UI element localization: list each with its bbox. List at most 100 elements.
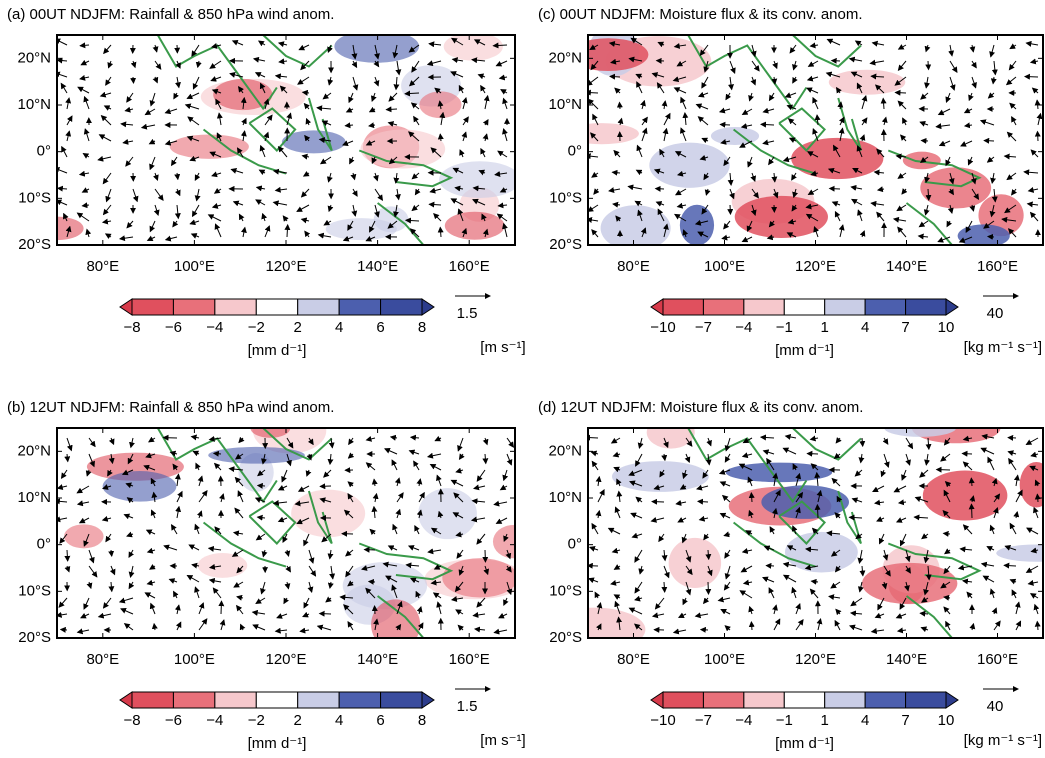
wind-vector	[894, 89, 907, 96]
wind-vector	[724, 453, 731, 463]
wind-vector	[849, 610, 863, 617]
wind-vector	[659, 148, 665, 158]
wind-vector	[319, 497, 332, 504]
wind-vector	[835, 437, 842, 444]
colorbar-label: −8	[123, 319, 140, 336]
wind-vector	[897, 100, 907, 110]
wind-vector	[148, 436, 156, 443]
lon-label: 80°E	[617, 258, 650, 275]
wind-vector	[234, 453, 244, 460]
wind-vector	[899, 533, 907, 547]
wind-vector	[191, 204, 200, 218]
wind-vector	[437, 100, 444, 110]
wind-vector	[812, 128, 819, 142]
colorbar-segment	[743, 298, 785, 316]
wind-vector	[874, 499, 885, 506]
wind-vector	[281, 469, 288, 483]
wind-vector	[473, 626, 486, 633]
wind-vector	[325, 596, 332, 603]
wind-vector	[699, 44, 709, 56]
wind-vector	[835, 608, 842, 616]
wind-vector	[694, 612, 709, 619]
colorbar-label: −8	[123, 712, 140, 729]
coastline	[887, 149, 982, 188]
coastline	[262, 428, 333, 461]
wind-vector	[746, 220, 753, 233]
wind-vector	[937, 236, 951, 243]
wind-vector	[610, 437, 621, 444]
lon-label: 120°E	[795, 258, 836, 275]
wind-vector	[661, 549, 668, 562]
anomaly-region	[371, 599, 421, 638]
wind-vector	[472, 185, 486, 192]
lat-label: 0°	[568, 143, 582, 160]
wind-vector	[924, 44, 931, 53]
wind-vector	[759, 434, 775, 441]
wind-vector	[1029, 211, 1039, 222]
wind-vector	[768, 92, 775, 102]
wind-vector	[175, 505, 182, 519]
wind-vector	[476, 533, 486, 545]
wind-vector	[319, 156, 332, 165]
wind-vector	[396, 600, 403, 615]
wind-vector	[653, 484, 665, 491]
wind-vector	[782, 447, 797, 455]
wind-vector	[827, 167, 841, 174]
colorbar-label: 6	[376, 712, 384, 729]
wind-vector	[635, 453, 643, 467]
wind-vector	[154, 60, 162, 70]
wind-vector	[613, 564, 621, 570]
wind-vector	[834, 619, 841, 631]
wind-vector	[305, 117, 312, 126]
wind-vector	[880, 469, 887, 478]
wind-vector	[697, 116, 709, 126]
wind-vector	[57, 71, 68, 78]
wind-vector	[1034, 479, 1041, 487]
wind-vector	[882, 437, 889, 445]
wind-vector	[251, 609, 266, 616]
wind-vector	[150, 509, 157, 519]
wind-vector	[719, 512, 731, 519]
colorbar-segment	[131, 298, 174, 316]
wind-vector	[455, 531, 464, 538]
wind-vector	[638, 565, 645, 575]
wind-vector	[506, 453, 513, 466]
wind-vector	[810, 170, 819, 177]
wind-vector	[682, 597, 688, 606]
wind-vector	[297, 485, 310, 492]
wind-vector	[207, 214, 222, 222]
colorbar-segment	[380, 298, 423, 316]
wind-vector	[947, 204, 954, 215]
wind-vector	[608, 187, 621, 194]
colorbar-unit: [mm d⁻¹]	[775, 735, 834, 752]
anomaly-region	[828, 69, 906, 95]
wind-vector	[149, 92, 156, 107]
wind-vector	[439, 111, 446, 126]
wind-vector	[415, 590, 421, 599]
wind-vector	[695, 103, 709, 110]
wind-vector	[651, 612, 665, 619]
wind-vector	[640, 99, 646, 110]
wind-vector	[254, 497, 266, 503]
wind-vector	[286, 453, 292, 467]
wind-vector	[835, 86, 842, 94]
wind-vector	[893, 485, 907, 493]
wind-vector	[945, 92, 952, 103]
wind-vector	[1009, 43, 1017, 50]
wind-vector	[318, 137, 332, 144]
wind-vector	[949, 60, 958, 74]
wind-vector	[173, 590, 179, 599]
wind-vector	[418, 491, 425, 503]
anomaly-region	[439, 161, 515, 198]
wind-vector	[482, 437, 489, 446]
wind-vector	[595, 475, 602, 487]
wind-vector	[834, 512, 841, 519]
wind-vector	[316, 105, 332, 112]
wind-vector	[436, 601, 443, 615]
map	[588, 428, 1043, 638]
wind-vector	[637, 437, 644, 449]
wind-vector	[57, 498, 68, 505]
wind-vector	[394, 477, 401, 487]
wind-vector	[170, 156, 178, 167]
wind-vector	[103, 44, 112, 55]
